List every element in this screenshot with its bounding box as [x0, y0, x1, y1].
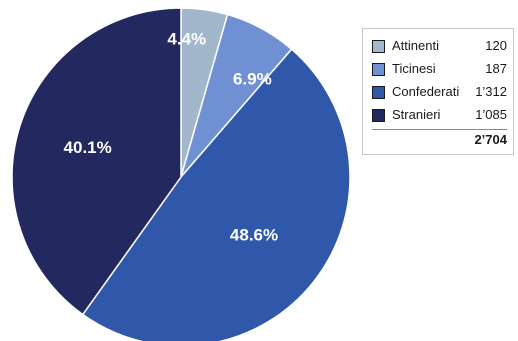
- pie-labels: 4.4% 6.9% 48.6% 40.1%: [64, 30, 279, 245]
- legend-item-ticinesi: Ticinesi 187: [372, 61, 507, 79]
- legend-value: 120: [485, 38, 507, 53]
- legend-swatch-stranieri: [372, 109, 385, 122]
- legend-item-attinenti: Attinenti 120: [372, 38, 507, 56]
- pie-slice-stranieri: [11, 7, 182, 316]
- legend-label: Stranieri: [392, 107, 441, 122]
- legend-value: 1’085: [475, 107, 507, 122]
- legend: Attinenti 120 Ticinesi 187 Confederati 1…: [362, 28, 514, 155]
- legend-label: Attinenti: [392, 38, 439, 53]
- legend-value: 1’312: [475, 84, 507, 99]
- legend-value: 187: [485, 61, 507, 76]
- legend-swatch-attinenti: [372, 40, 385, 53]
- legend-item-stranieri: Stranieri 1’085: [372, 107, 507, 125]
- pie-label-confederati: 48.6%: [230, 225, 278, 244]
- legend-label: Ticinesi: [392, 61, 436, 76]
- pie-label-attinenti: 4.4%: [167, 30, 206, 49]
- pie-slice-confederati: [81, 48, 351, 341]
- pie-slices: [11, 7, 351, 341]
- pie-label-stranieri: 40.1%: [64, 138, 112, 157]
- legend-label: Confederati: [392, 84, 460, 99]
- legend-total-divider: [372, 129, 507, 130]
- legend-total: 2’704: [474, 132, 507, 147]
- legend-swatch-confederati: [372, 86, 385, 99]
- legend-swatch-ticinesi: [372, 63, 385, 76]
- legend-item-confederati: Confederati 1’312: [372, 84, 507, 102]
- pie-label-ticinesi: 6.9%: [233, 69, 272, 88]
